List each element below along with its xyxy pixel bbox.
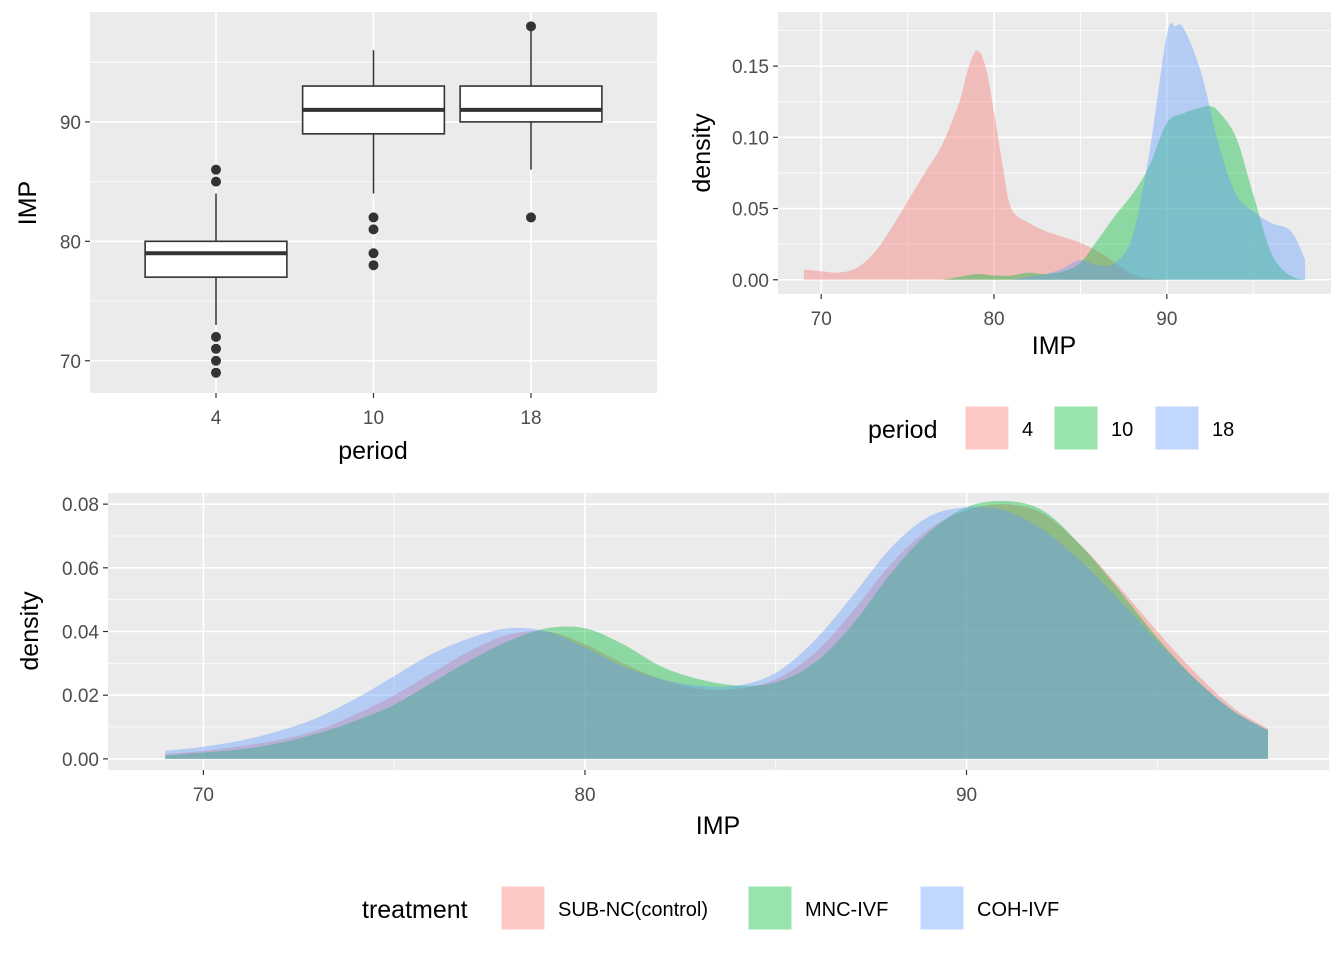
treatment-density-y-tick-label: 0.06 <box>62 559 99 580</box>
period-legend-label: 4 <box>1022 419 1033 441</box>
period-legend-key-10 <box>1053 405 1099 451</box>
box-outlier-point <box>368 248 379 259</box>
treatment-density-y-tick-label: 0.04 <box>62 623 99 644</box>
boxplot-axes: 70 80 90 4 10 18 <box>60 113 542 429</box>
boxplot-marks <box>144 21 603 378</box>
boxplot-x-tick-label: 10 <box>363 408 384 429</box>
period-legend-label: 10 <box>1111 419 1133 441</box>
treatment-legend-key-sub-nc-control- <box>500 885 546 931</box>
box-outlier-point <box>211 176 221 187</box>
period-density-y-tick-label: 0.10 <box>732 128 769 149</box>
period-density-area-4 <box>803 50 1167 280</box>
treatment-density-axes: 0.00 0.02 0.04 0.06 0.08 70 80 90 <box>62 495 977 806</box>
box-body <box>144 240 288 278</box>
period-density-y-tick-label: 0.05 <box>732 200 769 221</box>
box-10 <box>301 50 446 271</box>
boxplot-x-tick-label: 4 <box>211 408 222 429</box>
box-outlier-point <box>211 164 221 175</box>
treatment-density-x-tick-label: 70 <box>193 785 214 806</box>
box-outlier-point <box>211 343 221 354</box>
boxplot-y-axis-title: IMP <box>14 181 42 225</box>
treatment-legend-label: MNC-IVF <box>805 899 888 921</box>
period-density-y-axis-title: density <box>688 113 716 193</box>
treatment-legend-title: treatment <box>362 896 468 924</box>
treatment-density-x-tick-label: 90 <box>956 785 977 806</box>
boxplot-y-tick-label: 70 <box>60 352 81 373</box>
treatment-density-marks <box>165 500 1269 759</box>
box-4 <box>144 164 288 378</box>
treatment-density-x-axis-title: IMP <box>696 812 740 840</box>
treatment-density-y-tick-label: 0.08 <box>62 495 99 516</box>
box-18 <box>459 21 603 223</box>
treatment-density-y-tick-label: 0.00 <box>62 750 99 771</box>
box-outlier-point <box>368 260 379 271</box>
boxplot-panel: 70 80 90 4 10 18 period IMP <box>14 12 657 465</box>
period-legend-title: period <box>868 416 938 444</box>
treatment-density-area-sub-nc-control- <box>165 504 1269 759</box>
treatment-legend-label: COH-IVF <box>977 899 1059 921</box>
treatment-legend-label: SUB-NC(control) <box>558 899 708 921</box>
period-density-x-tick-label: 80 <box>983 309 1004 330</box>
treatment-density-area-coh-ivf <box>165 506 1269 759</box>
box-outlier-point <box>526 212 536 223</box>
period-legend-key-4 <box>964 405 1010 451</box>
period-density-x-tick-label: 70 <box>811 309 832 330</box>
box-outlier-point <box>526 21 536 32</box>
treatment-density-area-mnc-ivf <box>165 500 1269 759</box>
box-outlier-point <box>211 331 221 342</box>
box-outlier-point <box>368 224 379 235</box>
period-density-grid <box>778 12 1331 294</box>
boxplot-x-axis-title: period <box>338 437 408 465</box>
treatment-density-x-tick-label: 80 <box>574 785 595 806</box>
period-density-area-18 <box>1011 22 1306 280</box>
period-legend: period 4 10 18 <box>868 405 1234 451</box>
period-density-x-axis-title: IMP <box>1032 332 1076 360</box>
period-density-axes: 0.00 0.05 0.10 0.15 70 80 90 <box>732 57 1177 330</box>
period-density-panel: 0.00 0.05 0.10 0.15 70 80 90 IMP density perio… <box>688 12 1331 451</box>
box-body <box>459 85 603 123</box>
treatment-legend: treatment SUB-NC(control) MNC-IVF COH-IVF <box>362 885 1059 931</box>
treatment-density-grid <box>108 493 1329 770</box>
box-outlier-point <box>368 212 379 223</box>
period-legend-label: 18 <box>1212 419 1234 441</box>
treatment-density-y-tick-label: 0.02 <box>62 686 99 707</box>
treatment-density-panel: 0.00 0.02 0.04 0.06 0.08 70 80 90 IMP density t… <box>16 493 1329 931</box>
period-density-marks <box>803 22 1306 280</box>
box-outlier-point <box>211 367 221 378</box>
period-legend-key-18 <box>1154 405 1200 451</box>
period-density-x-tick-label: 90 <box>1156 309 1177 330</box>
period-density-y-tick-label: 0.15 <box>732 57 769 78</box>
period-density-area-10 <box>942 105 1306 280</box>
boxplot-x-tick-label: 18 <box>520 408 541 429</box>
period-density-background <box>778 12 1331 294</box>
treatment-density-y-axis-title: density <box>16 591 44 671</box>
boxplot-y-tick-label: 90 <box>60 113 81 134</box>
period-density-y-tick-label: 0.00 <box>732 271 769 292</box>
boxplot-y-tick-label: 80 <box>60 232 81 253</box>
box-outlier-point <box>211 355 221 366</box>
treatment-legend-key-coh-ivf <box>919 885 965 931</box>
treatment-legend-key-mnc-ivf <box>747 885 793 931</box>
